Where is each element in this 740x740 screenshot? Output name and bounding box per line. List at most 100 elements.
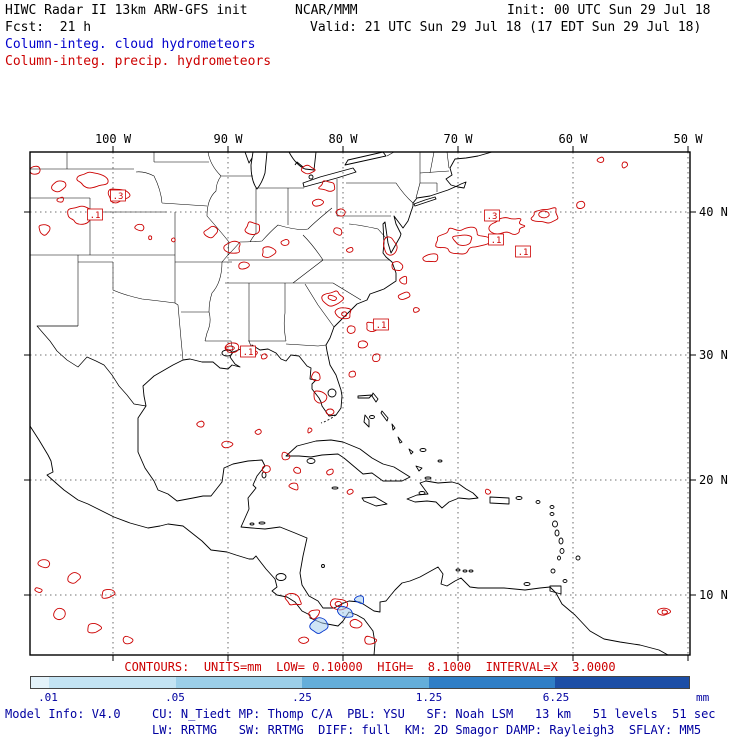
precip-contour-blob [67,572,81,584]
colorbar-segment [555,677,689,688]
precip-contour-blob [327,294,337,302]
precip-contour-blob [621,161,628,169]
colorbar-segment [428,677,556,688]
precip-contour-blob [335,208,346,217]
precip-contour-blob [38,224,51,236]
colorbar-tick-label: 1.25 [415,691,443,704]
coastline-atlantic-gulf [137,152,669,655]
precip-contour-blob [134,223,145,232]
precip-contour-blob [364,635,378,645]
precip-contour-blob [56,196,64,203]
grid-layer [30,152,690,655]
precip-contour-blob [37,559,51,569]
precip-contour-blob [357,340,369,349]
precip-contour-blob [280,238,290,246]
valid-time-label: Valid: 21 UTC Sun 29 Jul 18 (17 EDT Sun … [310,20,702,35]
contour-label-box [484,209,500,222]
lat-axis-label: 10 N [699,588,728,602]
colorbar-tick-label: .25 [292,691,312,704]
map-frame [29,151,691,656]
precip-contour-blob [596,156,605,163]
contour-label-box [87,208,103,221]
colorbar-segment [302,677,429,688]
precip-contour-blob [576,200,586,209]
precip-contour-blob [224,342,240,354]
precip-contour-blob [261,246,277,258]
precip-contour-blob [203,225,219,239]
precip-contour-blob [30,165,41,175]
precip-contour-blob [325,408,335,416]
axis-label-layer: 100 W 90 W 80 W 70 W 60 W 50 W 40 N 30 N 20 N 10 … [95,132,728,602]
contour-info-line: CONTOURS: UNITS=mm LOW= 0.10000 HIGH= 8.… [124,660,616,674]
lon-axis-label: 80 W [329,132,359,146]
us-mexico-border [36,325,147,407]
precip-contour-blob [76,171,109,189]
precip-contour-blob [399,275,408,285]
precip-contour-blob [221,440,234,449]
precip-contour-blob [530,207,559,224]
contour-layer [30,156,672,645]
contour-label-layer: .3 .1 .3 .1 .1 .1 .1 [87,189,531,358]
precip-contour-blob [281,451,291,461]
precip-contour-blob [657,607,672,616]
model-info-label: Model Info: V4.0 [5,707,121,721]
precip-contour-blob [661,609,668,615]
precip-contour-blob [349,618,363,629]
contour-value-label: .1 [90,211,101,221]
contour-value-label: .1 [491,236,502,246]
precip-contour-blob [346,325,356,334]
cloud-contour-blob [354,595,365,605]
precip-contour-blob [254,428,262,435]
precip-contour-blob [312,198,324,207]
lon-axis-label: 100 W [95,132,132,146]
precip-contour-blob [307,427,313,434]
island-puerto-rico [489,496,510,505]
islands-bahamas [357,392,423,472]
colorbar-segment [175,677,303,688]
island-long-island [413,196,437,207]
base-map [30,152,669,655]
precip-contour-blob [452,234,473,246]
precip-contour-blob [333,227,343,236]
lon-axis-label: 50 W [674,132,704,146]
colorbar-unit-label: mm [696,691,710,704]
contour-value-label: .3 [487,212,498,222]
small-islands [249,415,581,586]
precip-contour-blob [261,465,271,474]
precip-contour-blob [326,468,334,476]
state-boundaries [30,152,450,361]
precip-contour-blob [413,307,420,313]
precip-contour-blob [346,488,354,495]
colorbar-segment [48,677,176,688]
physics-line1: CU: N_Tiedt MP: Thomp C/A PBL: YSU SF: N… [152,707,716,721]
precip-contour-blob [397,291,411,300]
island-jamaica [361,496,388,507]
precip-contour-blob [293,466,302,474]
contour-value-label: .3 [113,192,124,202]
lat-axis-label: 40 N [699,205,728,219]
contour-label-box [240,345,256,358]
precip-contour-blob [334,601,343,608]
precip-contour-blob [308,609,320,620]
precip-contour-blob [313,390,328,404]
precip-contour-blob [334,307,352,320]
precip-contour-blob [484,488,492,495]
florida-keys [320,414,337,424]
lon-axis-label: 60 W [559,132,589,146]
contour-label-box [373,318,389,331]
great-lakes [244,152,387,190]
lon-axis-label: 70 W [444,132,474,146]
colorbar-segment [31,677,49,688]
init-time-label: Init: 00 UTC Sun 29 Jul 18 [507,3,711,18]
physics-line2: LW: RRTMG SW: RRTMG DIFF: full KM: 2D Sm… [152,723,702,737]
precip-contour-blob [34,587,43,593]
colorbar [30,676,690,689]
lake-okeechobee [327,388,337,398]
precip-contour-blob [51,180,67,193]
plot-title: HIWC Radar II 13km ARW-GFS init [5,3,248,18]
contour-label-box [515,245,531,258]
precip-contour-blob [383,236,398,256]
contour-label-box [110,189,126,202]
precip-contour-blob [321,290,345,307]
island-cuba [285,439,411,482]
